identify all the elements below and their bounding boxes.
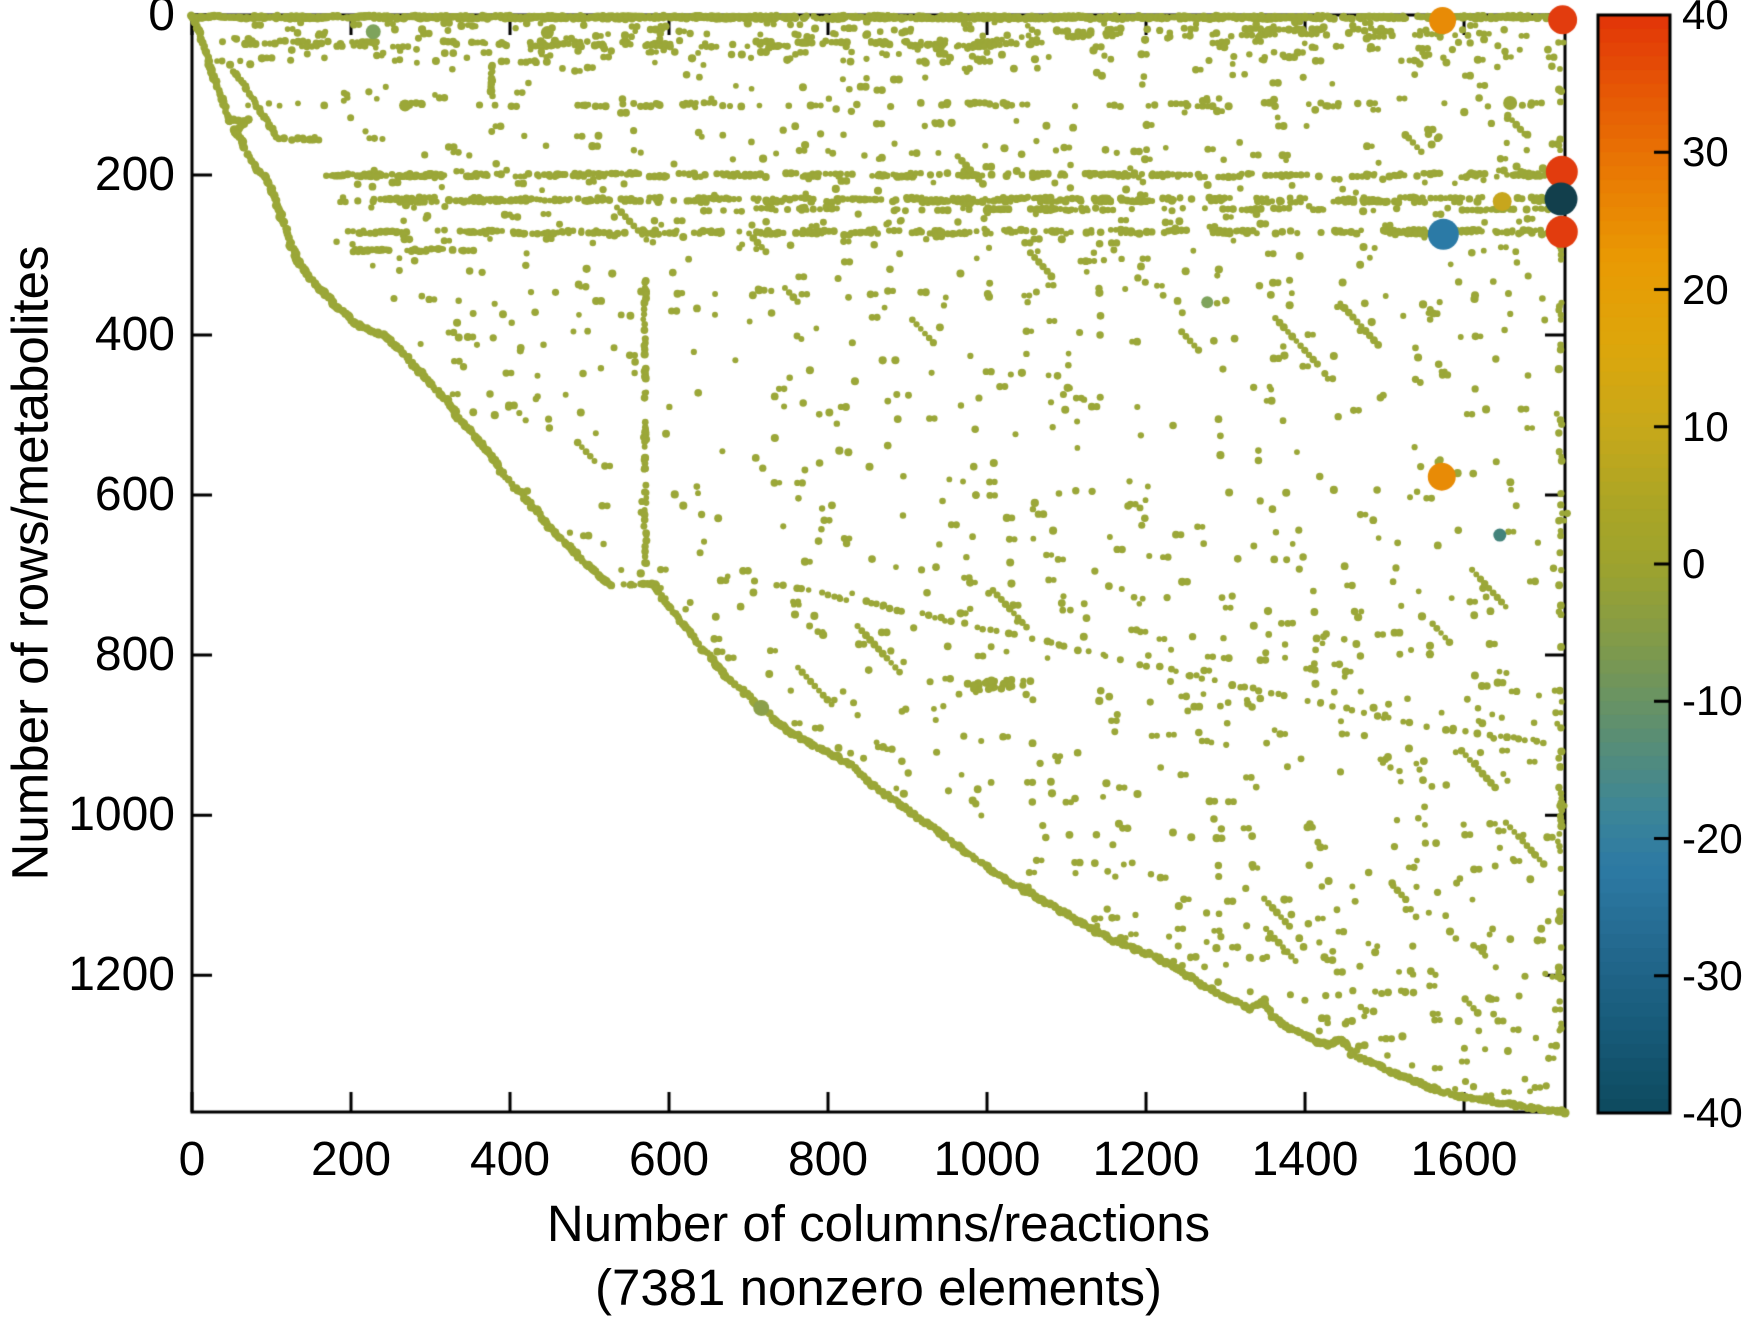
x-tick-label: 1400: [1251, 1133, 1359, 1186]
x-tick-label: 1200: [1092, 1133, 1200, 1186]
y-tick-label: 400: [94, 308, 175, 362]
x-tick-label: 200: [310, 1133, 392, 1186]
colorbar-tick-label: -30: [1682, 951, 1743, 999]
colorbar-tick-label: 40: [1682, 0, 1729, 38]
colorbar-tick-label: 10: [1682, 402, 1729, 450]
x-tick-label: 1600: [1410, 1133, 1518, 1186]
y-tick-label: 1200: [68, 948, 175, 1002]
y-axis-label: Number of rows/metabolites: [1, 245, 59, 881]
y-tick-label: 1000: [68, 788, 175, 842]
y-tick-label: 0: [148, 0, 175, 41]
colorbar-tick-label: 20: [1682, 265, 1729, 313]
x-tick-label: 600: [628, 1133, 710, 1186]
y-tick-label: 600: [94, 468, 175, 522]
x-tick-label: 1000: [933, 1133, 1041, 1186]
colorbar-tick-label: 30: [1682, 128, 1729, 176]
y-tick-label: 800: [94, 628, 175, 682]
colorbar-tick-label: -10: [1682, 677, 1743, 725]
x-tick-label: 0: [178, 1133, 206, 1186]
x-tick-label: 800: [787, 1133, 869, 1186]
colorbar-tick-label: -20: [1682, 814, 1743, 862]
y-tick-label: 200: [94, 148, 175, 202]
x-tick-label: 400: [469, 1133, 551, 1186]
colorbar-tick-label: 0: [1682, 540, 1706, 587]
colorbar-tick-label: -40: [1682, 1089, 1743, 1136]
x-axis-label: Number of columns/reactions: [546, 1195, 1211, 1252]
x-axis-sublabel: (7381 nonzero elements): [594, 1259, 1162, 1316]
